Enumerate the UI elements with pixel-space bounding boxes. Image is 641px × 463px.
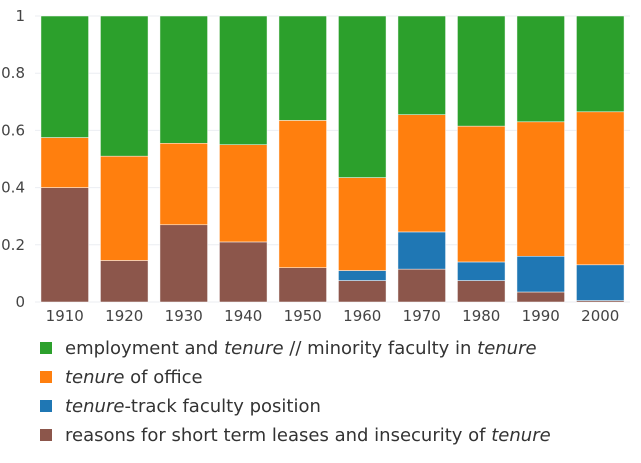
bar-tenure_track-1990[interactable] (516, 255, 565, 293)
bar-tenure_of_office-1970[interactable] (397, 114, 446, 233)
legend-swatch-employment_minority[interactable] (40, 342, 52, 354)
bar-tenure_of_office-1980[interactable] (457, 125, 506, 263)
legend-label-part: reasons for short term leases and insecu… (65, 425, 491, 446)
bar-short_term-1960[interactable] (338, 280, 387, 303)
y-tick-label: 0.6 (1, 121, 25, 139)
legend-label-part: tenure (65, 367, 124, 388)
bar-employment_minority-2000[interactable] (576, 15, 625, 113)
legend-label-part: tenure (477, 338, 536, 359)
legend: employment and tenure // minority facult… (40, 338, 551, 446)
x-tick-label: 1930 (165, 307, 203, 325)
y-tick-label: 0 (15, 293, 25, 311)
legend-label-part: tenure (65, 396, 124, 417)
bar-tenure_of_office-1950[interactable] (278, 120, 327, 268)
x-tick-label: 1920 (105, 307, 143, 325)
bar-tenure_of_office-1930[interactable] (159, 143, 208, 226)
x-tick-label: 1950 (284, 307, 322, 325)
legend-label-tenure_of_office[interactable]: tenure of office (65, 367, 203, 388)
x-tick-label: 1940 (224, 307, 262, 325)
bar-tenure_track-1970[interactable] (397, 231, 446, 270)
y-tick-label: 0.4 (1, 179, 25, 197)
bar-tenure_track-1960[interactable] (338, 270, 387, 281)
x-axis: 1910 1920 1930 1940 1950 1960 1970 1980 1990 2000 (46, 307, 620, 325)
x-tick-label: 1990 (522, 307, 560, 325)
bar-employment_minority-1960[interactable] (338, 15, 387, 178)
legend-swatch-short_term[interactable] (40, 429, 52, 441)
legend-label-part: of office (124, 367, 202, 388)
bar-short_term-1940[interactable] (219, 241, 268, 303)
x-tick-label: 2000 (581, 307, 619, 325)
legend-label-part: tenure (491, 425, 550, 446)
bar-employment_minority-1990[interactable] (516, 15, 565, 123)
bar-employment_minority-1920[interactable] (100, 15, 149, 157)
legend-swatch-tenure_track[interactable] (40, 400, 52, 412)
bar-tenure_of_office-1990[interactable] (516, 121, 565, 257)
bar-short_term-1980[interactable] (457, 280, 506, 303)
bars (40, 15, 625, 303)
y-tick-label: 0.8 (1, 64, 25, 82)
bar-tenure_of_office-1910[interactable] (40, 137, 89, 188)
y-axis: 0 0.2 0.4 0.6 0.8 1 (1, 7, 25, 311)
legend-label-part: // minority faculty in (284, 338, 478, 359)
bar-employment_minority-1970[interactable] (397, 15, 446, 115)
bar-tenure_of_office-1920[interactable] (100, 155, 149, 261)
bar-tenure_of_office-2000[interactable] (576, 111, 625, 266)
bar-employment_minority-1950[interactable] (278, 15, 327, 121)
legend-label-short_term[interactable]: reasons for short term leases and insecu… (65, 425, 551, 446)
bar-short_term-1920[interactable] (100, 260, 149, 303)
legend-swatch-tenure_of_office[interactable] (40, 371, 52, 383)
bar-employment_minority-1940[interactable] (219, 15, 268, 145)
bar-employment_minority-1980[interactable] (457, 15, 506, 127)
bar-tenure_track-2000[interactable] (576, 264, 625, 301)
y-tick-label: 1 (15, 7, 25, 25)
legend-label-employment_minority[interactable]: employment and tenure // minority facult… (65, 338, 537, 359)
x-tick-label: 1910 (46, 307, 84, 325)
legend-label-part: -track faculty position (124, 396, 320, 417)
legend-label-tenure_track[interactable]: tenure-track faculty position (65, 396, 321, 417)
legend-label-part: employment and (65, 338, 224, 359)
bar-tenure_of_office-1960[interactable] (338, 177, 387, 271)
x-tick-label: 1970 (403, 307, 441, 325)
y-tick-label: 0.2 (1, 236, 25, 254)
bar-short_term-1970[interactable] (397, 268, 446, 303)
legend-label-part: tenure (224, 338, 283, 359)
bar-employment_minority-1910[interactable] (40, 15, 89, 138)
bar-short_term-1910[interactable] (40, 187, 89, 303)
bar-tenure_track-1980[interactable] (457, 261, 506, 281)
bar-short_term-1950[interactable] (278, 267, 327, 303)
x-tick-label: 1960 (343, 307, 381, 325)
x-tick-label: 1980 (462, 307, 500, 325)
bar-tenure_of_office-1940[interactable] (219, 144, 268, 243)
bar-short_term-1930[interactable] (159, 224, 208, 303)
bar-employment_minority-1930[interactable] (159, 15, 208, 144)
bar-short_term-1990[interactable] (516, 291, 565, 303)
